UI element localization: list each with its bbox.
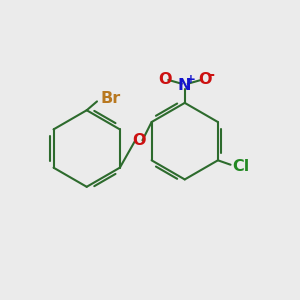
Text: N: N <box>178 78 191 93</box>
Text: Br: Br <box>101 91 121 106</box>
Text: -: - <box>208 67 214 82</box>
Text: O: O <box>198 72 211 87</box>
Text: O: O <box>158 72 172 87</box>
Text: Cl: Cl <box>232 159 250 174</box>
Text: O: O <box>132 133 146 148</box>
Text: +: + <box>186 74 196 86</box>
